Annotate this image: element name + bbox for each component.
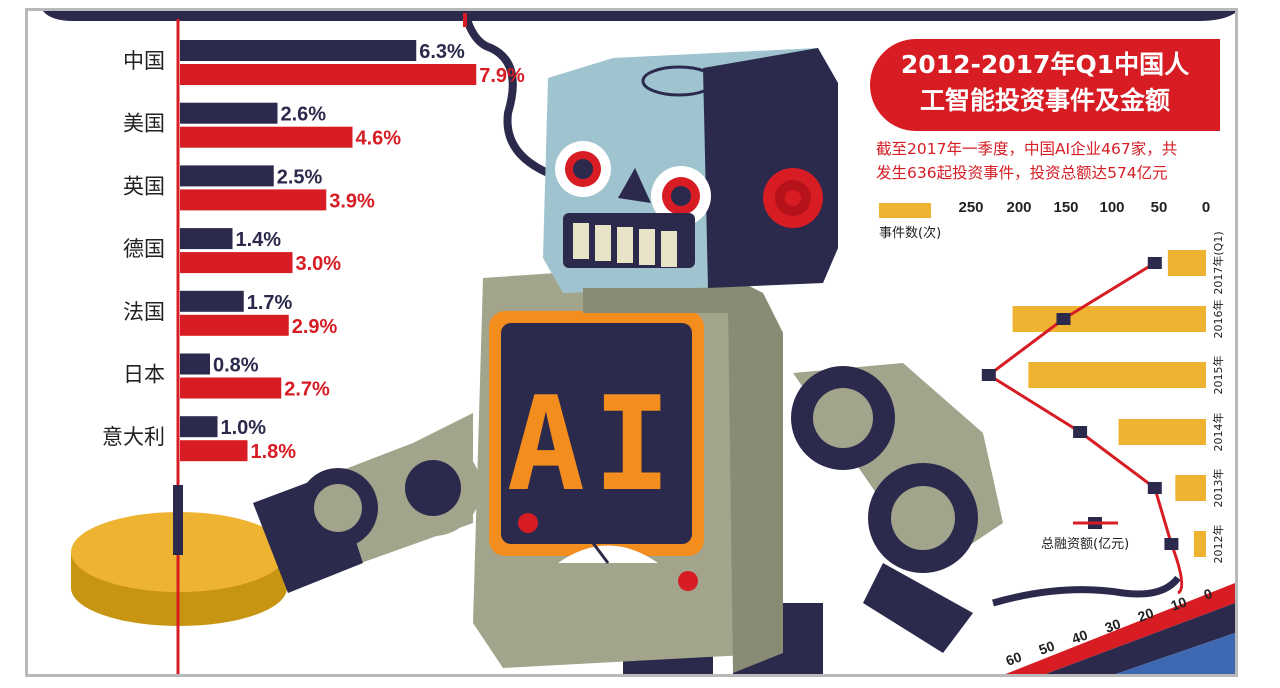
event-bar — [1028, 362, 1206, 388]
bar-series-b — [180, 64, 477, 85]
bar-series-a — [180, 228, 233, 250]
top-tick-100: 100 — [1099, 199, 1124, 216]
bar-series-b — [180, 189, 327, 211]
year-label: 2015年 — [1211, 356, 1225, 395]
top-tick-250: 250 — [958, 199, 983, 216]
chart-subtitle-line-1: 截至2017年一季度，中国AI企业467家，共 — [876, 140, 1178, 158]
legend-events-label: 事件数(次) — [879, 225, 941, 241]
year-labels: 2017年(Q1) 2016年 2015年 2014年 2013年 2012年 — [1211, 231, 1225, 563]
bottom-tick: 10 — [1169, 593, 1189, 613]
bar-label-a: 2.6% — [281, 104, 327, 126]
year-label: 2013年 — [1211, 469, 1225, 508]
bar-label-a: 0.8% — [213, 355, 259, 377]
infographic-canvas: AI 中国 6.3%7.9%美国 2 — [43, 11, 1235, 674]
bar-series-a — [180, 353, 210, 375]
bottom-tick: 60 — [1004, 648, 1024, 668]
stripe-blue — [1115, 633, 1235, 674]
top-band — [43, 11, 1235, 21]
funding-points — [981, 257, 1179, 550]
bar-label-a: 2.5% — [277, 166, 323, 188]
funding-point — [1073, 426, 1088, 438]
infographic-frame: AI 中国 6.3% 7.9% 美国 2 — [25, 8, 1238, 677]
bar-label-a: 1.4% — [236, 229, 282, 251]
bar-label-a: 1.0% — [221, 417, 267, 439]
country-label: 德国 — [123, 237, 165, 261]
event-bar — [1167, 250, 1206, 276]
bar-series-b — [180, 252, 293, 274]
top-tick-150: 150 — [1053, 199, 1078, 216]
bottom-tick: 20 — [1136, 604, 1156, 624]
chart-subtitle-line-2: 发生636起投资事件，投资总额达574亿元 — [876, 164, 1168, 182]
stripe-red — [1005, 583, 1235, 674]
bar-label-b: 7.9% — [479, 65, 525, 87]
chart-title-line-2: 工智能投资事件及金额 — [919, 86, 1170, 115]
bar-label-a: 1.7% — [247, 292, 293, 314]
country-bar-chart: 中国 6.3% 7.9% 美国 2.6% 4.6% 英国 2.5% 3.9% 德国 1.4% 3.0%… — [102, 40, 525, 463]
year-label: 2012年 — [1211, 525, 1225, 564]
bar-label-b: 2.7% — [284, 379, 330, 401]
top-tick-50: 50 — [1151, 199, 1168, 216]
top-tick-200: 200 — [1006, 199, 1031, 216]
funding-point — [1056, 313, 1071, 325]
cable-top — [461, 11, 552, 177]
stripe-navy — [1045, 603, 1235, 674]
country-label: 日本 — [123, 363, 165, 387]
funding-point — [1147, 482, 1162, 494]
bar-series-a — [180, 165, 274, 187]
robot-illustration: AI — [253, 48, 1003, 674]
bar-series-b — [180, 314, 289, 336]
chart-title-line-1: 2012-2017年Q1中国人 — [900, 50, 1190, 79]
bar-label-b: 1.8% — [251, 441, 297, 463]
bottom-tick: 30 — [1103, 615, 1123, 635]
bottom-tick: 40 — [1070, 626, 1090, 646]
bar-label-b: 3.0% — [296, 253, 342, 275]
funding-point — [1164, 538, 1179, 550]
bar-series-a — [180, 102, 278, 124]
bar-label-b: 2.9% — [292, 316, 338, 338]
legend-events-swatch — [879, 203, 931, 218]
bar-series-a — [180, 416, 218, 438]
bar-label-b: 4.6% — [356, 128, 402, 150]
bar-label-a: 6.3% — [419, 41, 465, 63]
robot-screen-text: AI — [507, 368, 680, 520]
bar-series-a — [180, 40, 417, 61]
bottom-tick: 50 — [1037, 637, 1057, 657]
year-label: 2017年(Q1) — [1211, 231, 1225, 294]
bar-series-b — [180, 377, 282, 399]
country-label: 法国 — [123, 300, 165, 324]
chart-title-box: 2012-2017年Q1中国人 工智能投资事件及金额 — [870, 39, 1220, 131]
bar-series-b — [180, 440, 248, 462]
event-bars — [1012, 250, 1206, 557]
bar-series-b — [180, 126, 353, 148]
year-label: 2016年 — [1211, 300, 1225, 339]
cable-bottom — [992, 575, 1181, 607]
bar-series-a — [180, 290, 244, 312]
bar-label-b: 3.9% — [329, 190, 375, 212]
country-label: 意大利 — [102, 425, 165, 449]
funding-line — [986, 261, 1184, 595]
chart-subtitle: 截至2017年一季度，中国AI企业467家，共 发生636起投资事件，投资总额达… — [876, 137, 1226, 185]
funding-point — [1147, 257, 1162, 269]
year-label: 2014年 — [1211, 413, 1225, 452]
country-label: 美国 — [123, 112, 165, 136]
legend-funding-label: 总融资额(亿元) — [1041, 537, 1129, 552]
event-bar — [1012, 306, 1206, 332]
event-bar — [1175, 475, 1206, 501]
event-bar — [1118, 419, 1206, 445]
stand-post — [173, 485, 183, 555]
country-label: 英国 — [123, 174, 165, 198]
funding-point — [981, 369, 996, 381]
investment-chart: 250 200 150 100 50 0 事件数(次) 总融资额(亿元) 60 5… — [879, 199, 1225, 669]
country-label: 中国 — [123, 49, 165, 73]
event-bar — [1193, 531, 1206, 557]
top-tick-0: 0 — [1202, 199, 1210, 216]
